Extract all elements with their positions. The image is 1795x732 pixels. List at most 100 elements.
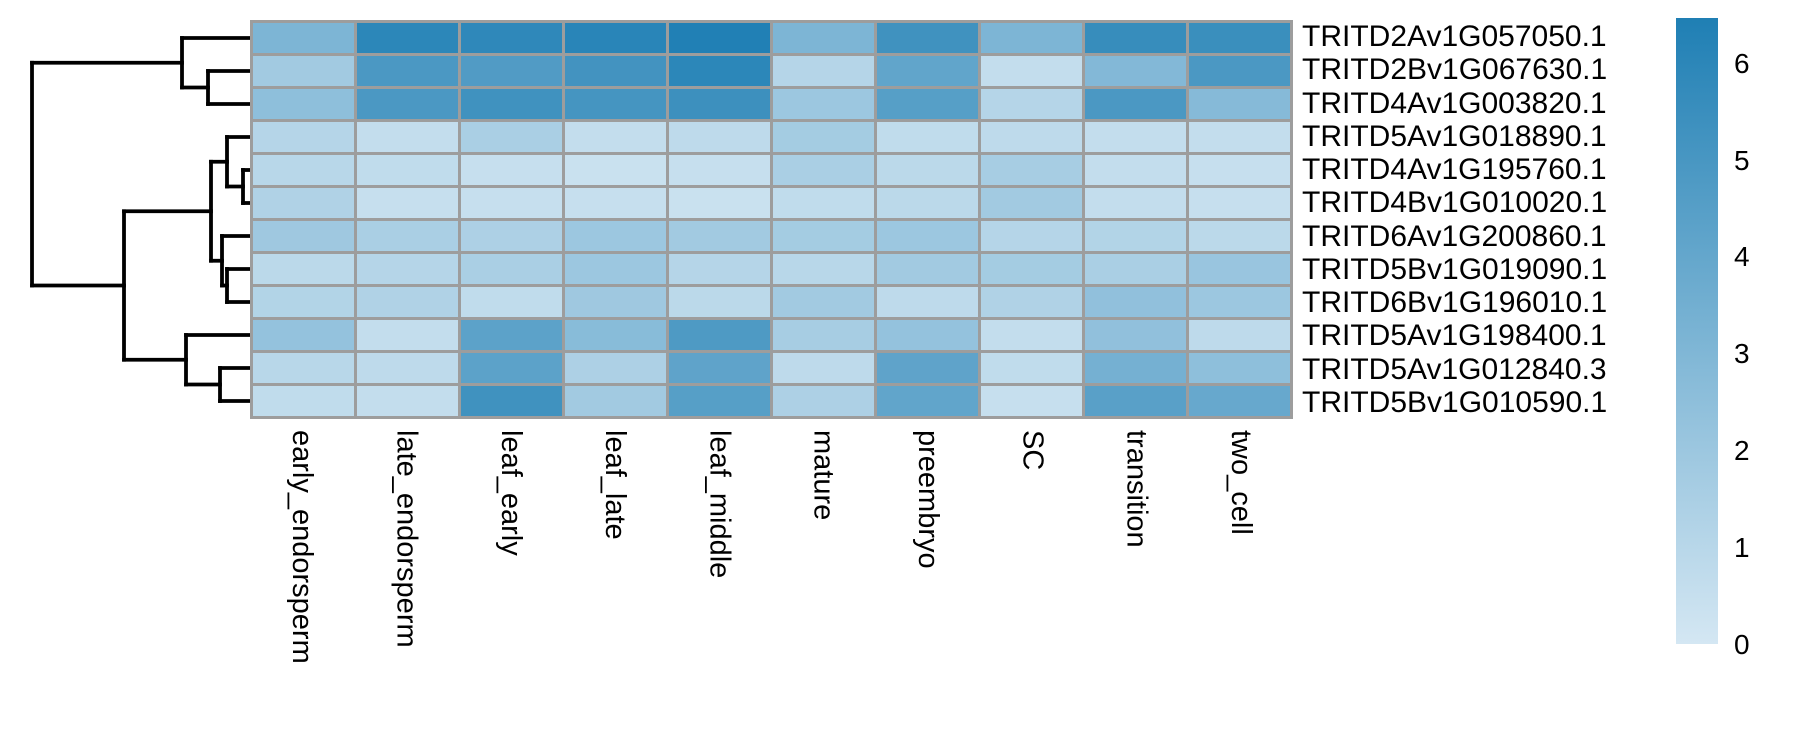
heatmap-cell — [877, 89, 978, 119]
heatmap-cell — [877, 386, 978, 416]
heatmap-cell — [669, 320, 770, 350]
heatmap-cell — [461, 386, 562, 416]
heatmap-cell — [981, 221, 1082, 251]
heatmap-cell — [877, 353, 978, 383]
heatmap-cell — [565, 320, 666, 350]
heatmap-cell — [1189, 188, 1290, 218]
heatmap-cell — [1189, 221, 1290, 251]
column-label: leaf_middle — [703, 430, 736, 579]
heatmap-cell — [877, 221, 978, 251]
heatmap-cell — [565, 254, 666, 284]
colorbar-tick-label: 1 — [1734, 531, 1750, 563]
heatmap-cell — [1189, 23, 1290, 53]
colorbar-tick-label: 0 — [1734, 628, 1750, 660]
column-label: two_cell — [1224, 430, 1257, 535]
heatmap-cell — [461, 221, 562, 251]
heatmap-cell — [981, 320, 1082, 350]
heatmap-cell — [981, 386, 1082, 416]
colorbar-gradient — [1676, 18, 1718, 644]
colorbar-tick-label: 2 — [1734, 434, 1750, 466]
heatmap-cell — [1085, 188, 1186, 218]
heatmap-cell — [1085, 353, 1186, 383]
row-label: TRITD2Bv1G067630.1 — [1302, 53, 1608, 87]
heatmap-cell — [357, 221, 458, 251]
heatmap-cell — [357, 155, 458, 185]
heatmap-cell — [669, 386, 770, 416]
heatmap-grid — [250, 20, 1293, 419]
colorbar-tick-label: 3 — [1734, 338, 1750, 370]
heatmap-cell — [981, 56, 1082, 86]
heatmap-cell — [253, 386, 354, 416]
heatmap-cell — [773, 254, 874, 284]
heatmap-cell — [357, 254, 458, 284]
heatmap-cell — [357, 122, 458, 152]
row-label: TRITD6Bv1G196010.1 — [1302, 286, 1608, 319]
heatmap-cell — [669, 122, 770, 152]
column-label: SC — [1016, 430, 1049, 471]
heatmap-cell — [1085, 320, 1186, 350]
row-label: TRITD5Bv1G019090.1 — [1302, 252, 1608, 286]
heatmap-cell — [1085, 122, 1186, 152]
colorbar-tick-label: 5 — [1734, 144, 1750, 176]
heatmap-cell — [253, 221, 354, 251]
heatmap-cell — [1189, 254, 1290, 284]
heatmap-cell — [253, 188, 354, 218]
heatmap-cell — [773, 56, 874, 86]
heatmap-cell — [1189, 386, 1290, 416]
heatmap-cell — [253, 287, 354, 317]
heatmap-cell — [773, 188, 874, 218]
heatmap-cell — [565, 386, 666, 416]
heatmap-cell — [981, 122, 1082, 152]
heatmap-cell — [669, 353, 770, 383]
heatmap-cell — [1085, 287, 1186, 317]
heatmap-cell — [669, 221, 770, 251]
heatmap-cell — [253, 89, 354, 119]
heatmap-cell — [981, 353, 1082, 383]
heatmap-cell — [357, 386, 458, 416]
heatmap-cell — [461, 89, 562, 119]
heatmap-cell — [877, 320, 978, 350]
heatmap-cell — [877, 56, 978, 86]
heatmap-cell — [877, 287, 978, 317]
heatmap-cell — [565, 353, 666, 383]
heatmap-cell — [773, 320, 874, 350]
row-label: TRITD5Bv1G010590.1 — [1302, 385, 1608, 419]
heatmap-cell — [565, 89, 666, 119]
heatmap-cell — [1085, 89, 1186, 119]
column-label: mature — [807, 430, 840, 521]
heatmap-cell — [669, 56, 770, 86]
heatmap-cell — [877, 23, 978, 53]
column-label: transition — [1120, 430, 1153, 548]
column-label: leaf_late — [599, 430, 632, 540]
heatmap-cell — [357, 23, 458, 53]
heatmap-cell — [1189, 320, 1290, 350]
heatmap-cell — [253, 320, 354, 350]
heatmap-cell — [981, 287, 1082, 317]
heatmap-cell — [669, 155, 770, 185]
heatmap-cell — [1085, 155, 1186, 185]
heatmap-cell — [565, 155, 666, 185]
heatmap-cell — [253, 122, 354, 152]
heatmap-cell — [773, 23, 874, 53]
heatmap-cell — [1189, 287, 1290, 317]
heatmap-cell — [357, 188, 458, 218]
heatmap-cell — [565, 122, 666, 152]
row-label: TRITD4Av1G003820.1 — [1302, 86, 1607, 120]
heatmap-cell — [357, 320, 458, 350]
heatmap-cell — [773, 122, 874, 152]
heatmap-cell — [357, 287, 458, 317]
heatmap-cell — [253, 23, 354, 53]
heatmap-cell — [773, 353, 874, 383]
heatmap-cell — [981, 23, 1082, 53]
heatmap-cell — [357, 56, 458, 86]
heatmap-cell — [461, 188, 562, 218]
heatmap-cell — [669, 89, 770, 119]
heatmap-cell — [461, 353, 562, 383]
row-label: TRITD5Av1G012840.3 — [1302, 352, 1607, 386]
heatmap-cell — [565, 221, 666, 251]
heatmap-cell — [565, 287, 666, 317]
heatmap-cell — [877, 122, 978, 152]
heatmap-cell — [461, 56, 562, 86]
